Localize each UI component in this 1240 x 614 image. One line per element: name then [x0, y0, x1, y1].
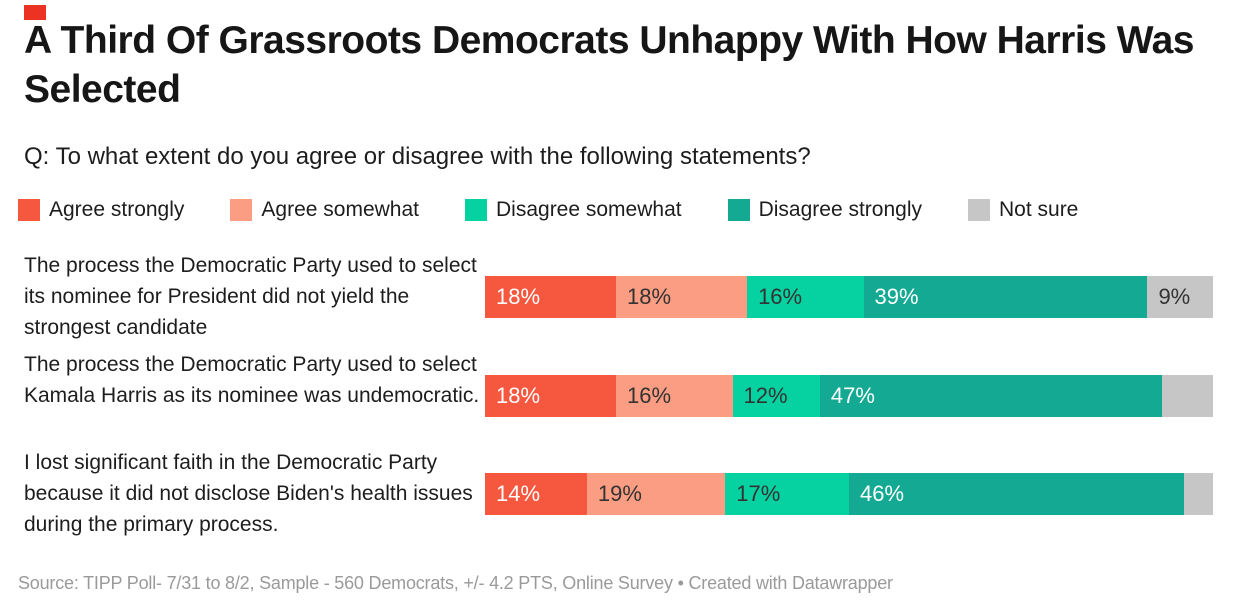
bar-segment [1162, 375, 1213, 417]
bar-value-label: 46% [859, 481, 905, 506]
legend-label: Agree somewhat [261, 198, 419, 221]
category-row: The process the Democratic Party used to… [0, 353, 1240, 417]
bar-segment: 18% [485, 375, 617, 417]
source-text: Source: TIPP Poll- 7/31 to 8/2, Sample -… [18, 573, 673, 593]
bar-segment: 18% [485, 276, 617, 318]
stacked-bar: 18% 16% 12% 47% [485, 375, 1213, 417]
bar-segment: 39% [863, 276, 1148, 318]
bar-value-label: 16% [627, 383, 672, 408]
bar-value-label: 17% [736, 481, 781, 506]
bar-segment: 19% [586, 473, 726, 515]
bar-segment: 16% [616, 375, 733, 417]
legend-label: Not sure [999, 198, 1079, 221]
bar-value-label: 39% [874, 284, 919, 309]
bar-segment: 14% [485, 473, 587, 515]
bar-segment: 12% [732, 375, 820, 417]
chart-title: A Third Of Grassroots Democrats Unhappy … [24, 19, 1194, 111]
bar-segment: 46% [848, 473, 1184, 515]
category-row: I lost significant faith in the Democrat… [0, 451, 1240, 536]
bar-value-label: 18% [627, 284, 672, 309]
legend-swatch-icon [968, 199, 990, 221]
legend-label: Agree strongly [49, 198, 185, 221]
legend-swatch-icon [230, 199, 253, 221]
legend: Agree strongly Agree somewhat Disagree som… [18, 198, 1078, 222]
bar-segment: 47% [819, 375, 1163, 417]
legend-item: Not sure [968, 198, 1078, 222]
legend-swatch-icon [465, 199, 487, 221]
bar-segment: 18% [616, 276, 748, 318]
legend-swatch-icon [18, 199, 40, 221]
stacked-bar: 14% 19% 17% 46% [485, 473, 1213, 515]
brand-logo-red-square [24, 5, 46, 20]
legend-item: Disagree strongly [727, 198, 922, 222]
bar-value-label: 18% [496, 383, 541, 408]
bar-segment: 16% [747, 276, 864, 318]
category-row: The process the Democratic Party used to… [0, 254, 1240, 339]
datawrapper-credit-link[interactable]: Created with Datawrapper [688, 573, 894, 593]
bar-value-label: 47% [830, 383, 875, 408]
bar-value-label: 12% [743, 383, 788, 408]
bar-value-label: 14% [496, 481, 541, 506]
legend-swatch-icon [727, 199, 750, 221]
bar-segment [1183, 473, 1213, 515]
stacked-bar: 18% 18% 16% 39% 9% [485, 276, 1213, 318]
row-label: The process the Democratic Party used to… [24, 353, 480, 407]
bar-value-label: 18% [496, 284, 541, 309]
chart-subtitle: Q: To what extent do you agree or disagr… [24, 143, 811, 170]
legend-label: Disagree strongly [758, 198, 922, 221]
bar-value-label: 16% [758, 284, 803, 309]
row-label: I lost significant faith in the Democrat… [24, 451, 473, 536]
chart-footer: Source: TIPP Poll- 7/31 to 8/2, Sample -… [18, 572, 1228, 594]
legend-item: Agree somewhat [230, 198, 419, 222]
legend-label: Disagree somewhat [496, 198, 682, 221]
legend-item: Agree strongly [18, 198, 184, 222]
footer-separator: • [677, 573, 684, 593]
bar-segment: 9% [1147, 276, 1213, 318]
row-label: The process the Democratic Party used to… [24, 254, 477, 339]
bar-segment: 17% [725, 473, 849, 515]
legend-item: Disagree somewhat [465, 198, 682, 222]
bar-value-label: 19% [597, 481, 642, 506]
bar-value-label: 9% [1158, 284, 1191, 309]
